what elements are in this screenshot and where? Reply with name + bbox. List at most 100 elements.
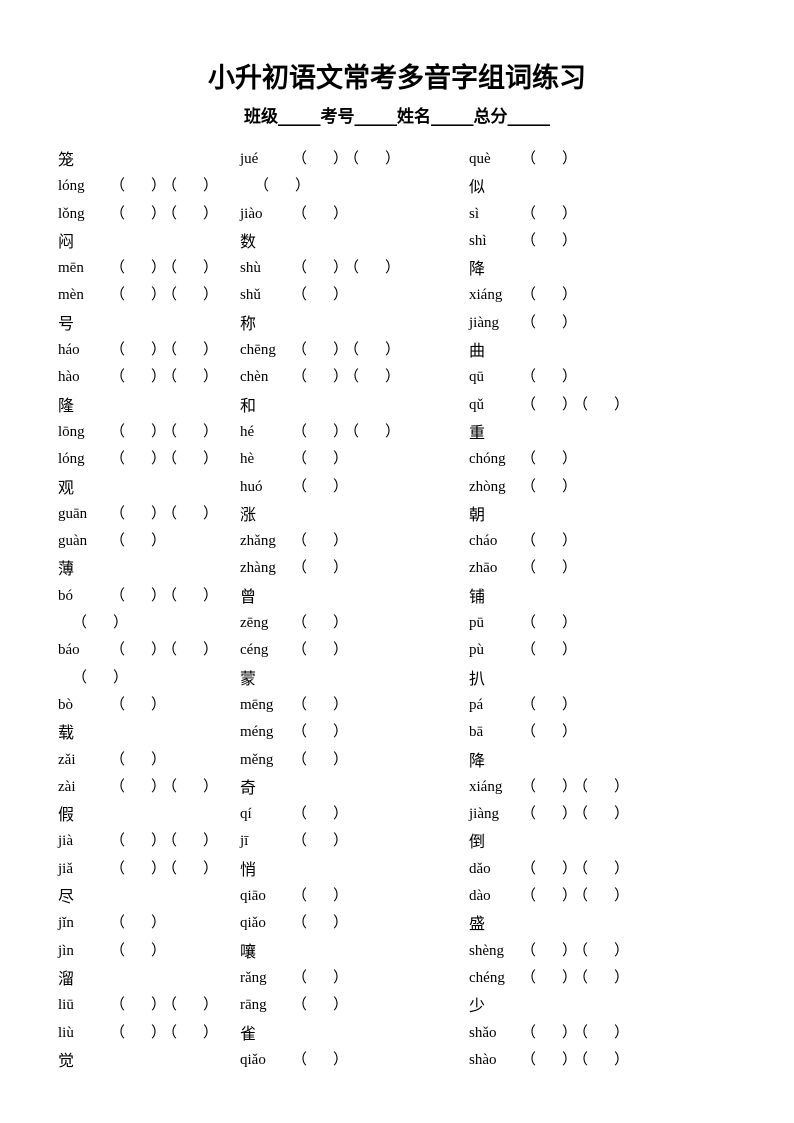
answer-blank[interactable]: （） [521, 637, 577, 664]
answer-blank[interactable]: （） [110, 528, 166, 555]
answer-blank[interactable]: （） [521, 801, 577, 828]
answer-blank[interactable]: （） [292, 610, 348, 637]
answer-blank[interactable]: （） [521, 1020, 577, 1047]
answer-blank[interactable]: （） [521, 146, 577, 173]
answer-blank[interactable]: （） [292, 282, 348, 309]
answer-blank[interactable]: （） [110, 201, 166, 228]
answer-blank[interactable]: （） [521, 201, 577, 228]
answer-blank[interactable]: （） [292, 910, 348, 937]
answer-blank[interactable]: （） [110, 938, 166, 965]
answer-blank[interactable]: （） [344, 364, 400, 391]
answer-blank[interactable]: （） [292, 146, 348, 173]
answer-blank[interactable]: （） [292, 337, 348, 364]
answer-blank[interactable]: （） [521, 856, 577, 883]
answer-blank[interactable]: （） [110, 446, 166, 473]
answer-blank[interactable]: （） [521, 774, 577, 801]
answer-blank[interactable]: （） [344, 419, 400, 446]
answer-blank[interactable]: （） [162, 337, 218, 364]
answer-blank[interactable]: （） [292, 364, 348, 391]
answer-blank[interactable]: （） [162, 446, 218, 473]
answer-blank[interactable]: （） [110, 173, 166, 200]
answer-blank[interactable]: （） [521, 528, 577, 555]
answer-blank[interactable]: （） [292, 828, 348, 855]
answer-blank[interactable]: （） [110, 583, 166, 610]
answer-blank[interactable]: （） [162, 774, 218, 801]
answer-blank[interactable]: （） [344, 337, 400, 364]
answer-blank[interactable]: （） [292, 747, 348, 774]
answer-blank[interactable]: （） [292, 692, 348, 719]
answer-blank[interactable]: （） [521, 474, 577, 501]
answer-blank[interactable]: （） [521, 228, 577, 255]
answer-blank[interactable]: （） [162, 201, 218, 228]
answer-blank[interactable]: （） [162, 637, 218, 664]
answer-blank[interactable]: （） [110, 910, 166, 937]
answer-blank[interactable]: （） [292, 992, 348, 1019]
answer-blank[interactable]: （） [162, 501, 218, 528]
answer-blank[interactable]: （） [110, 255, 166, 282]
answer-blank[interactable]: （） [521, 692, 577, 719]
answer-blank[interactable]: （） [110, 419, 166, 446]
answer-blank[interactable]: （） [521, 446, 577, 473]
answer-blank[interactable]: （） [292, 801, 348, 828]
answer-blank[interactable]: （） [162, 828, 218, 855]
answer-blank[interactable]: （） [110, 337, 166, 364]
answer-blank[interactable]: （） [110, 1020, 166, 1047]
answer-blank[interactable]: （） [521, 719, 577, 746]
answer-blank[interactable]: （） [72, 665, 128, 692]
answer-blank[interactable]: （） [292, 474, 348, 501]
answer-blank[interactable]: （） [573, 1020, 629, 1047]
answer-blank[interactable]: （） [573, 774, 629, 801]
answer-blank[interactable]: （） [110, 992, 166, 1019]
answer-blank[interactable]: （） [292, 883, 348, 910]
answer-blank[interactable]: （） [521, 555, 577, 582]
answer-blank[interactable]: （） [292, 419, 348, 446]
answer-blank[interactable]: （） [292, 201, 348, 228]
answer-blank[interactable]: （） [521, 282, 577, 309]
answer-blank[interactable]: （） [110, 637, 166, 664]
answer-blank[interactable]: （） [521, 938, 577, 965]
answer-blank[interactable]: （） [521, 364, 577, 391]
answer-blank[interactable]: （） [573, 938, 629, 965]
answer-blank[interactable]: （） [162, 1020, 218, 1047]
answer-blank[interactable]: （） [162, 856, 218, 883]
answer-blank[interactable]: （） [521, 310, 577, 337]
answer-blank[interactable]: （） [110, 747, 166, 774]
answer-blank[interactable]: （） [573, 883, 629, 910]
answer-blank[interactable]: （） [162, 992, 218, 1019]
answer-blank[interactable]: （） [521, 1047, 577, 1074]
answer-blank[interactable]: （） [110, 828, 166, 855]
answer-blank[interactable]: （） [292, 446, 348, 473]
answer-blank[interactable]: （） [292, 719, 348, 746]
answer-blank[interactable]: （） [162, 419, 218, 446]
answer-blank[interactable]: （） [110, 501, 166, 528]
answer-blank[interactable]: （） [292, 965, 348, 992]
answer-blank[interactable]: （） [292, 1047, 348, 1074]
answer-blank[interactable]: （） [292, 637, 348, 664]
answer-blank[interactable]: （） [573, 392, 629, 419]
answer-blank[interactable]: （） [110, 364, 166, 391]
answer-blank[interactable]: （） [292, 255, 348, 282]
answer-blank[interactable]: （） [162, 583, 218, 610]
answer-blank[interactable]: （） [573, 965, 629, 992]
answer-blank[interactable]: （） [344, 255, 400, 282]
answer-blank[interactable]: （） [521, 392, 577, 419]
answer-blank[interactable]: （） [254, 173, 310, 200]
answer-blank[interactable]: （） [573, 801, 629, 828]
answer-blank[interactable]: （） [521, 610, 577, 637]
answer-blank[interactable]: （） [110, 856, 166, 883]
answer-blank[interactable]: （） [162, 364, 218, 391]
answer-blank[interactable]: （） [110, 282, 166, 309]
answer-blank[interactable]: （） [573, 856, 629, 883]
answer-blank[interactable]: （） [110, 692, 166, 719]
answer-blank[interactable]: （） [521, 883, 577, 910]
answer-blank[interactable]: （） [72, 610, 128, 637]
answer-blank[interactable]: （） [292, 528, 348, 555]
answer-blank[interactable]: （） [292, 555, 348, 582]
answer-blank[interactable]: （） [162, 173, 218, 200]
answer-blank[interactable]: （） [162, 255, 218, 282]
answer-blank[interactable]: （） [344, 146, 400, 173]
answer-blank[interactable]: （） [521, 965, 577, 992]
answer-blank[interactable]: （） [162, 282, 218, 309]
answer-blank[interactable]: （） [110, 774, 166, 801]
answer-blank[interactable]: （） [573, 1047, 629, 1074]
